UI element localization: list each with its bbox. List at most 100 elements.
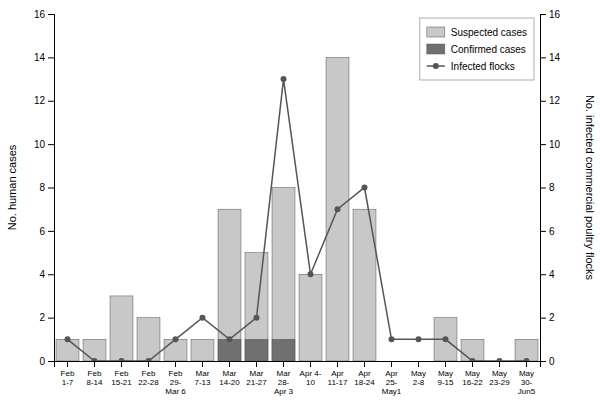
- y2-axis-tick-label: 10: [549, 139, 561, 150]
- marker: [470, 358, 476, 361]
- marker: [227, 336, 233, 342]
- legend-swatch: [427, 27, 445, 37]
- marker: [200, 315, 206, 321]
- y-axis-tick-mark: [48, 144, 54, 145]
- marker: [389, 336, 395, 342]
- x-tick-label: Mar14-20: [219, 369, 240, 387]
- y2-axis-line: [541, 15, 547, 362]
- y2-axis-tick: 12: [540, 95, 561, 106]
- x-tick-mark: [310, 361, 311, 367]
- y-axis-tick: 6: [39, 226, 54, 237]
- y2-axis-tick: 0: [540, 356, 555, 367]
- bar: [272, 188, 295, 362]
- y-axis-tick-mark: [48, 188, 54, 189]
- x-tick-mark: [526, 361, 527, 367]
- y2-axis-tick-mark: [540, 57, 546, 58]
- bar: [56, 361, 79, 362]
- y-axis-tick-mark: [48, 361, 54, 362]
- bar: [299, 274, 322, 361]
- y-axis-tick-label: 6: [39, 226, 45, 237]
- y-axis-tick-label: 2: [39, 312, 45, 323]
- x-tick: Feb15-21: [111, 361, 132, 387]
- x-tick: Feb29-Mar 6: [165, 361, 186, 396]
- x-tick: May23-29: [489, 361, 510, 387]
- y-axis-tick: 12: [34, 95, 54, 106]
- legend-swatch: [427, 44, 445, 54]
- marker: [173, 336, 179, 342]
- x-tick-label: Feb29-Mar 6: [165, 369, 186, 396]
- y-axis-tick-mark: [48, 57, 54, 58]
- x-tick-label: May9-15: [437, 369, 454, 387]
- y2-axis-tick-mark: [540, 274, 546, 275]
- x-tick-label: Apr25-May1: [382, 369, 402, 396]
- y-axis-line: [48, 15, 55, 362]
- x-tick: May16-22: [462, 361, 483, 387]
- marker: [335, 206, 341, 212]
- x-tick-mark: [499, 361, 500, 367]
- y-axis-tick-mark: [48, 231, 54, 232]
- x-tick: May30-Jun5: [518, 361, 536, 396]
- x-tick-mark: [283, 361, 284, 367]
- x-tick: May2-8: [411, 361, 426, 387]
- y-axis-tick-label: 12: [34, 95, 46, 106]
- y2-axis-tick-mark: [540, 144, 546, 145]
- x-tick-label: Mar7-13: [194, 369, 211, 387]
- x-tick-label: Feb1-7: [61, 369, 75, 387]
- x-tick-label: Mar21-27: [246, 369, 267, 387]
- y-axis-title: No. human cases: [6, 144, 18, 230]
- x-tick: Mar14-20: [219, 361, 240, 387]
- marker: [362, 185, 368, 191]
- legend: Suspected casesConfirmed casesInfected f…: [420, 18, 534, 80]
- bar: [218, 209, 241, 361]
- x-axis: Feb1-7Feb8-14Feb15-21Feb22-28Feb29-Mar 6…: [55, 361, 541, 396]
- bar: [272, 339, 295, 361]
- x-tick: May9-15: [437, 361, 454, 387]
- y-axis-tick: 16: [34, 9, 54, 20]
- bar: [110, 296, 133, 361]
- bar: [407, 361, 430, 362]
- x-tick: Apr25-May1: [382, 361, 402, 396]
- y-axis-tick-label: 14: [34, 52, 46, 63]
- y2-axis: 0246810121416: [540, 9, 561, 367]
- marker: [443, 336, 449, 342]
- x-tick: Feb8-14: [86, 361, 103, 387]
- x-tick-mark: [229, 361, 230, 367]
- x-tick: Mar21-27: [246, 361, 267, 387]
- bar: [83, 339, 106, 361]
- y2-axis-tick: 2: [540, 312, 555, 323]
- x-tick-mark: [364, 361, 365, 367]
- y2-axis-tick-label: 8: [549, 182, 555, 193]
- marker: [308, 271, 314, 277]
- bar-series: [218, 339, 295, 361]
- x-tick-mark: [148, 361, 149, 367]
- y-axis-tick-mark: [48, 14, 54, 15]
- x-tick: Apr18-24: [354, 361, 375, 387]
- legend-label: Suspected cases: [451, 27, 527, 38]
- x-tick: Apr11-17: [328, 361, 348, 387]
- x-tick-label: Apr 4-10: [300, 369, 322, 387]
- marker: [119, 358, 125, 361]
- x-tick-label: Apr11-17: [328, 369, 348, 387]
- y2-axis-tick-mark: [540, 188, 546, 189]
- marker: [92, 358, 98, 361]
- x-tick: Mar28-Apr 3: [274, 361, 294, 396]
- x-tick: Apr 4-10: [300, 361, 322, 387]
- marker: [524, 358, 530, 361]
- x-tick-label: May2-8: [411, 369, 426, 387]
- y2-axis-tick-mark: [540, 101, 546, 102]
- bar: [245, 253, 268, 361]
- x-tick-label: May23-29: [489, 369, 510, 387]
- y-axis-tick-label: 16: [34, 9, 46, 20]
- marker: [65, 336, 71, 342]
- x-tick-mark: [472, 361, 473, 367]
- marker: [416, 336, 422, 342]
- y2-axis-tick: 10: [540, 139, 561, 150]
- y2-axis-tick: 16: [540, 9, 561, 20]
- bar: [164, 361, 187, 362]
- y2-axis-tick: 4: [540, 269, 555, 280]
- x-tick-mark: [67, 361, 68, 367]
- line: [68, 79, 527, 361]
- bar: [515, 339, 538, 361]
- y-axis-tick: 8: [39, 182, 54, 193]
- bar: [353, 361, 376, 362]
